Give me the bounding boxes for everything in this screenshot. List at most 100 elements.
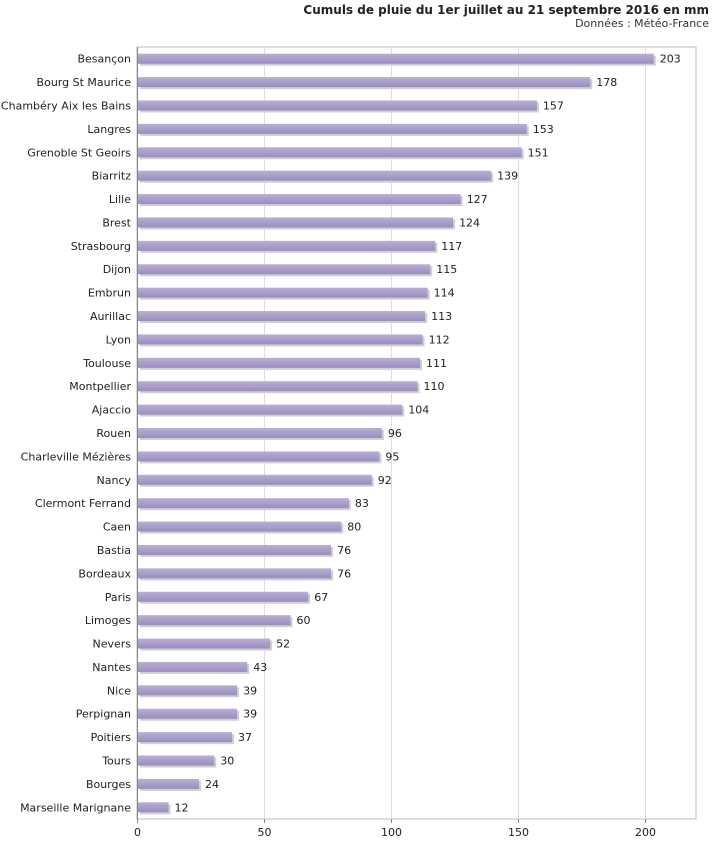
- category-label: Dijon: [103, 263, 131, 276]
- category-label: Clermont Ferrand: [35, 497, 131, 510]
- category-label: Caen: [103, 521, 131, 534]
- value-label: 37: [238, 731, 252, 744]
- bar: [138, 100, 537, 111]
- bar: [138, 755, 215, 766]
- bar: [138, 77, 591, 88]
- value-label: 157: [543, 99, 564, 112]
- chart-subtitle: Données : Météo-France: [575, 17, 709, 30]
- category-label: Besançon: [77, 53, 131, 66]
- bar: [138, 615, 291, 626]
- x-tick-label: 0: [134, 826, 141, 839]
- category-label: Nantes: [92, 661, 131, 674]
- value-label: 124: [459, 216, 480, 229]
- value-label: 110: [424, 380, 445, 393]
- category-label: Paris: [105, 591, 131, 604]
- value-label: 127: [467, 193, 488, 206]
- category-label: Charleville Mézières: [21, 450, 132, 463]
- bar: [138, 264, 431, 275]
- bar: [138, 661, 248, 672]
- category-label: Biarritz: [92, 170, 132, 183]
- value-label: 52: [276, 638, 290, 651]
- x-tick-label: 150: [508, 826, 529, 839]
- value-label: 80: [347, 521, 361, 534]
- category-label: Tours: [101, 755, 131, 768]
- x-tick-label: 200: [635, 826, 656, 839]
- bar: [138, 685, 238, 696]
- bar: [138, 498, 349, 509]
- value-label: 30: [220, 755, 234, 768]
- bar: [138, 451, 380, 462]
- category-label: Bourg St Maurice: [37, 76, 132, 89]
- value-label: 114: [434, 287, 455, 300]
- bar: [138, 802, 169, 813]
- bar: [138, 287, 428, 298]
- category-label: Nice: [107, 684, 131, 697]
- category-label: Aurillac: [90, 310, 131, 323]
- category-label: Toulouse: [82, 357, 131, 370]
- value-label: 153: [533, 123, 554, 136]
- value-label: 112: [429, 333, 450, 346]
- category-label: Langres: [87, 123, 131, 136]
- category-label: Bourges: [86, 778, 131, 791]
- value-label: 92: [378, 474, 392, 487]
- value-label: 12: [174, 801, 188, 814]
- category-label: Lille: [109, 193, 131, 206]
- bar: [138, 194, 461, 205]
- bar: [138, 240, 436, 251]
- value-label: 115: [436, 263, 457, 276]
- value-label: 39: [243, 708, 257, 721]
- value-label: 151: [528, 146, 549, 159]
- category-label: Chambéry Aix les Bains: [1, 99, 131, 112]
- value-label: 24: [205, 778, 219, 791]
- value-label: 83: [355, 497, 369, 510]
- bar: [138, 217, 454, 228]
- value-label: 104: [408, 404, 429, 417]
- bar: [138, 428, 382, 438]
- bar: [138, 334, 423, 345]
- category-label: Embrun: [88, 287, 131, 300]
- x-tick-label: 100: [381, 826, 402, 839]
- bar: [138, 123, 527, 134]
- bar: [138, 147, 522, 158]
- category-label: Brest: [102, 216, 131, 229]
- value-label: 111: [426, 357, 447, 370]
- bar: [138, 591, 309, 602]
- category-label: Bordeaux: [78, 567, 131, 580]
- category-label: Perpignan: [76, 708, 131, 721]
- category-label: Nancy: [97, 474, 132, 487]
- x-tick-label: 50: [258, 826, 272, 839]
- value-label: 43: [253, 661, 267, 674]
- bar: [138, 732, 233, 743]
- category-label: Strasbourg: [71, 240, 131, 253]
- category-label: Marseille Marignane: [20, 801, 131, 814]
- value-label: 96: [388, 427, 402, 440]
- category-label: Lyon: [106, 333, 131, 346]
- value-label: 95: [385, 450, 399, 463]
- value-label: 76: [337, 544, 351, 557]
- bar: [138, 708, 238, 719]
- bar: [138, 568, 332, 579]
- bar: [138, 357, 421, 368]
- category-label: Grenoble St Geoirs: [27, 146, 131, 159]
- value-label: 67: [314, 591, 328, 604]
- bar: [138, 53, 654, 64]
- value-label: 178: [596, 76, 617, 89]
- category-label: Limoges: [85, 614, 131, 627]
- category-label: Poitiers: [91, 731, 132, 744]
- category-label: Bastia: [97, 544, 131, 557]
- bar: [138, 381, 418, 392]
- value-label: 117: [441, 240, 462, 253]
- bar: [138, 544, 332, 555]
- bar: [138, 474, 372, 485]
- bar: [138, 521, 342, 532]
- bar: [138, 404, 403, 415]
- category-label: Rouen: [96, 427, 131, 440]
- chart-title: Cumuls de pluie du 1er juillet au 21 sep…: [303, 3, 709, 17]
- value-label: 113: [431, 310, 452, 323]
- category-label: Ajaccio: [92, 404, 131, 417]
- bar: [138, 778, 199, 789]
- value-label: 39: [243, 684, 257, 697]
- category-label: Montpellier: [69, 380, 131, 393]
- value-label: 76: [337, 567, 351, 580]
